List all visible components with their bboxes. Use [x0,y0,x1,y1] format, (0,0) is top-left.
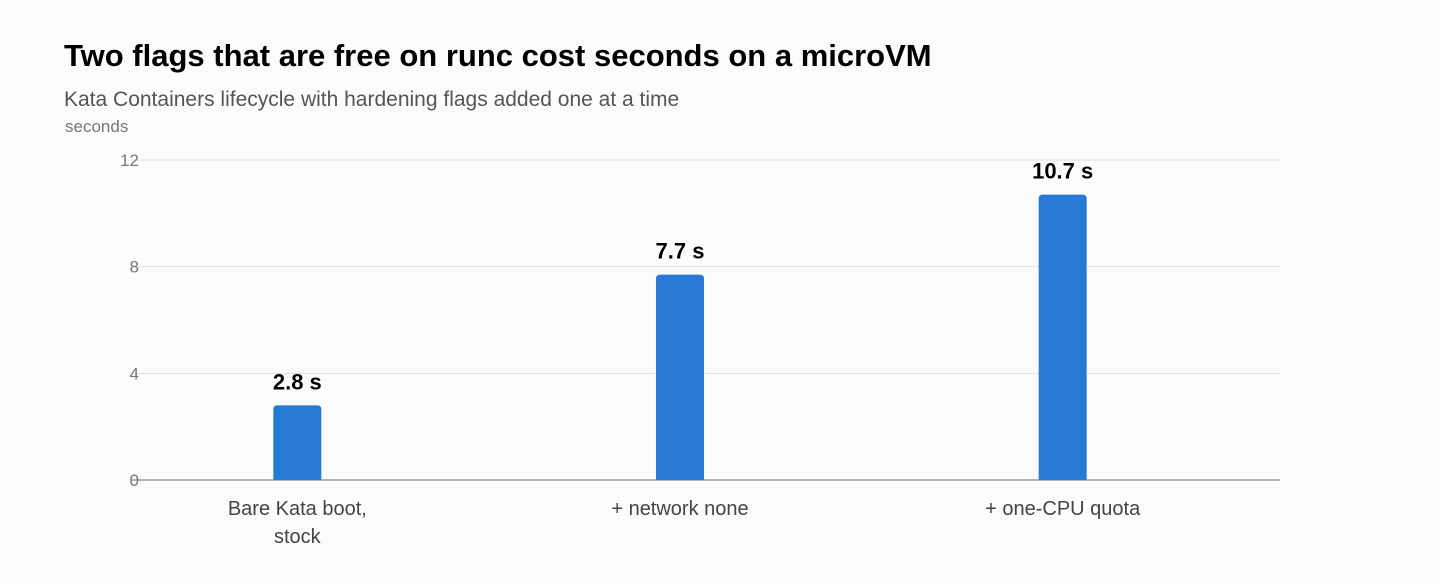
x-tick-label-line: stock [274,526,322,548]
x-tick-label-line: Bare Kata boot, [228,498,367,520]
y-tick-label: 12 [120,151,139,170]
chart-subtitle: Kata Containers lifecycle with hardening… [64,88,680,111]
y-tick-label: 0 [130,471,139,490]
bar [1038,194,1087,480]
y-tick-label: 8 [130,258,139,277]
bar [656,274,704,480]
data-label: 10.7 s [1032,159,1093,184]
x-tick-label: + one-CPU quota [985,498,1141,520]
x-tick-label: Bare Kata boot, stock [228,498,367,548]
x-tick-label-line: + one-CPU quota [985,498,1141,520]
y-tick-label: 4 [130,364,139,383]
bar [273,405,322,480]
x-tick-label: + network none [611,498,748,520]
data-label: 7.7 s [656,239,705,264]
chart-title: Two flags that are free on runc cost sec… [64,38,932,73]
y-axis-label: seconds [65,117,128,136]
data-label: 2.8 s [273,369,322,394]
x-tick-label-line: + network none [611,498,748,520]
